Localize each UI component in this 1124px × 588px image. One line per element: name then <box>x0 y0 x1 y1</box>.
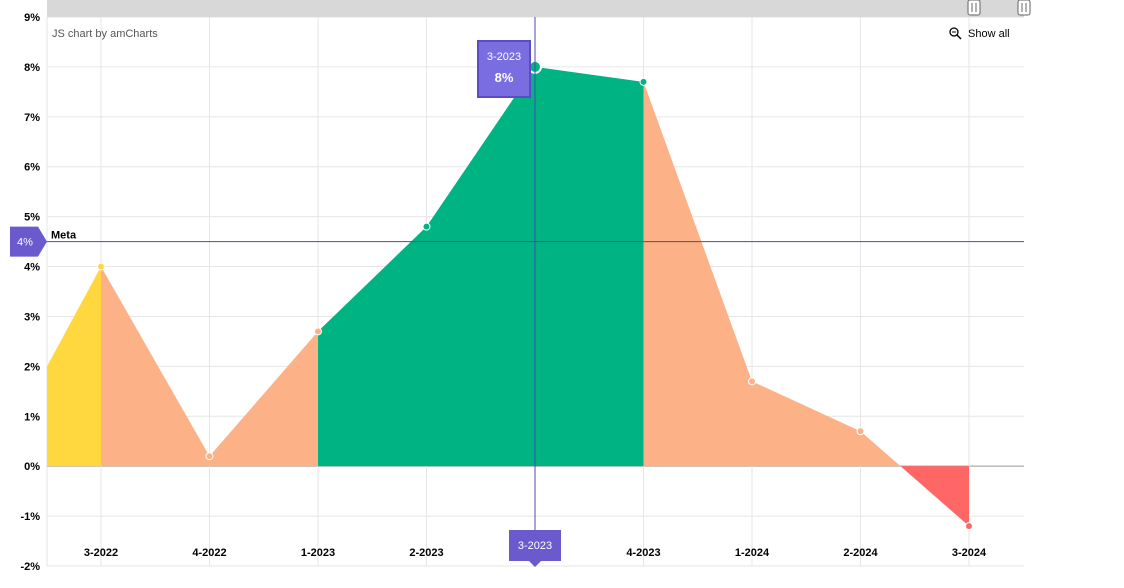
y-tick-label: 8% <box>24 62 40 74</box>
y-tick-label: -1% <box>20 511 40 523</box>
area-segment <box>752 381 861 467</box>
y-tick-label: 9% <box>24 12 40 24</box>
data-point[interactable] <box>314 327 322 336</box>
y-tick-label: 4% <box>24 262 40 274</box>
data-point[interactable] <box>639 77 648 86</box>
x-tick-label: 2-2023 <box>409 547 443 559</box>
goal-label: Meta <box>51 230 77 242</box>
show-all-button[interactable]: Show all <box>949 27 1010 40</box>
area-segment-lead <box>47 266 101 467</box>
x-tick-label: 4-2023 <box>626 547 660 559</box>
area-segment <box>860 431 901 467</box>
zoom-icon <box>949 27 962 40</box>
y-tick-label: 3% <box>24 311 40 323</box>
area-segment <box>643 81 752 467</box>
x-axis-ticks: 3-2022 4-2022 1-2023 2-2023 4-2023 1-2024 2-20… <box>84 547 987 559</box>
goal-badge: 4% <box>10 226 47 257</box>
data-point[interactable] <box>965 522 973 531</box>
x-tick-label: 3-2024 <box>952 547 987 559</box>
x-tick-label: 3-2022 <box>84 547 118 559</box>
data-point[interactable] <box>748 377 756 386</box>
area-segment <box>535 66 644 467</box>
data-point[interactable] <box>205 452 214 461</box>
amcharts-credit[interactable]: JS chart by amCharts <box>52 28 158 40</box>
data-point[interactable] <box>856 427 865 436</box>
cursor-x-badge-text: 3-2023 <box>518 540 552 552</box>
scrollbar-grip-right[interactable] <box>1017 0 1031 16</box>
scrollbar[interactable] <box>47 0 1024 17</box>
x-tick-label: 4-2022 <box>192 547 226 559</box>
y-tick-label: 5% <box>24 212 40 224</box>
tooltip-category: 3-2023 <box>487 51 521 63</box>
show-all-label: Show all <box>968 28 1010 40</box>
series-areas <box>47 66 969 527</box>
area-segment <box>426 66 535 467</box>
data-point[interactable] <box>422 222 431 231</box>
area-segment <box>209 331 318 467</box>
y-tick-label: 6% <box>24 162 40 174</box>
y-tick-label: 1% <box>24 411 40 423</box>
x-tick-label: 1-2024 <box>735 547 770 559</box>
tooltip: 3-2023 8% <box>477 40 531 98</box>
x-tick-label: 1-2023 <box>301 547 335 559</box>
y-tick-label: 2% <box>24 361 40 373</box>
area-segment <box>101 266 210 467</box>
tooltip-value: 8% <box>495 70 514 85</box>
area-segment <box>318 226 427 467</box>
data-point[interactable] <box>97 262 105 271</box>
goal-badge-text: 4% <box>17 237 33 249</box>
x-tick-label: 2-2024 <box>843 547 878 559</box>
y-tick-label: -2% <box>20 561 40 573</box>
area-segment <box>900 466 969 527</box>
y-tick-label: 7% <box>24 112 40 124</box>
y-axis-ticks: -2% -1% 0% 1% 2% 3% 4% 5% 6% 7% 8% 9% <box>20 12 40 573</box>
scrollbar-grip-left[interactable] <box>967 0 981 16</box>
cursor-x-badge: 3-2023 <box>509 530 561 567</box>
y-tick-label: 0% <box>24 461 40 473</box>
